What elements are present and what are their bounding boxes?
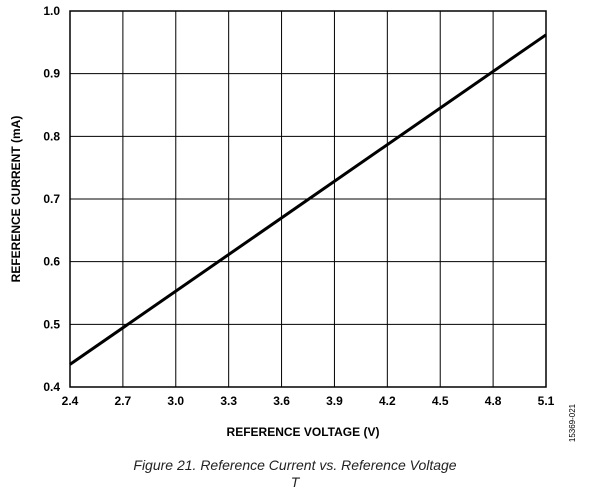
figure-id: 15369-021 [568,403,577,442]
x-axis-title: REFERENCE VOLTAGE (V) [227,425,380,439]
x-tick-labels: 2.4 2.7 3.0 3.3 3.6 3.9 4.2 4.5 4.8 5.1 [62,394,555,408]
y-tick-label: 0.6 [43,255,60,269]
y-tick-labels: 0.4 0.5 0.6 0.7 0.8 0.9 1.0 [43,4,60,394]
x-tick-label: 3.6 [273,394,290,408]
series-line [69,33,547,366]
x-tick-label: 4.2 [379,394,396,408]
x-tick-label: 3.9 [326,394,343,408]
y-axis-title: REFERENCE CURRENT (mA) [9,116,23,283]
x-tick-label: 3.0 [167,394,184,408]
figure-caption: Figure 21. Reference Current vs. Referen… [133,457,457,473]
figure-caption-extra: T [290,474,300,490]
series-layer [69,33,547,366]
x-tick-label: 2.4 [62,394,79,408]
y-tick-label: 0.9 [43,67,60,81]
y-tick-label: 1.0 [43,4,60,18]
y-tick-label: 0.7 [43,192,60,206]
x-tick-label: 2.7 [115,394,132,408]
x-tick-label: 4.8 [485,394,502,408]
x-tick-label: 3.3 [220,394,237,408]
x-tick-label: 4.5 [432,394,449,408]
y-tick-label: 0.8 [43,129,60,143]
plot-frame [69,10,547,388]
x-tick-label: 5.1 [538,394,555,408]
y-tick-label: 0.5 [43,317,60,331]
y-tick-label: 0.4 [43,380,60,394]
